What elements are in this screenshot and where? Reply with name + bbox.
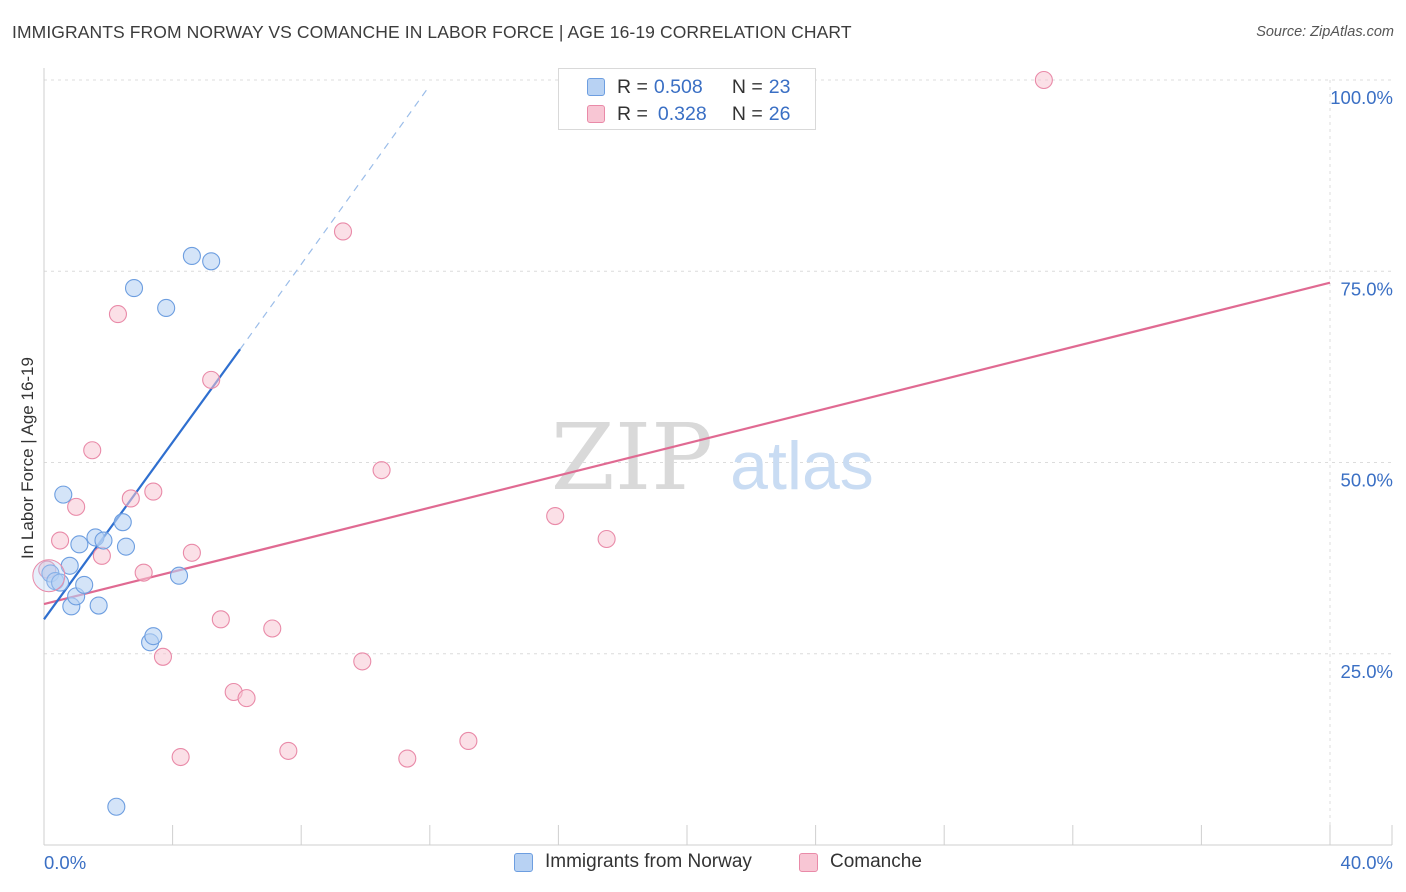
comanche-point (237, 689, 256, 708)
y-tick-label: 25.0% (1341, 661, 1393, 682)
legend-label-norway: Immigrants from Norway (545, 851, 752, 872)
comanche-point (279, 741, 298, 760)
comanche-point (171, 747, 190, 767)
comanche-point (398, 749, 417, 768)
axis-labels: 25.0% 50.0% 75.0% 100.0% 0.0% 40.0% (44, 87, 1393, 873)
norway-point (202, 252, 221, 271)
watermark-atlas: atlas (730, 428, 874, 504)
norway-point (54, 485, 73, 504)
n-label: N = (731, 102, 763, 125)
cluster-point (32, 559, 66, 593)
r-value: 0.328 (657, 102, 707, 125)
norway-trend-line (43, 348, 242, 620)
comanche-point (121, 489, 140, 508)
norway-point (144, 627, 163, 646)
norway-point (94, 531, 113, 550)
norway-point (182, 246, 201, 265)
norway-point (107, 797, 126, 816)
comanche-point (263, 619, 282, 638)
comanche-point (134, 563, 153, 582)
norway-swatch (587, 78, 605, 96)
axes (43, 68, 1393, 846)
grid-lines (44, 79, 1392, 845)
trend-lines (43, 89, 1331, 620)
norway-point (116, 537, 136, 556)
n-value: 26 (768, 102, 791, 125)
n-value: 23 (768, 75, 791, 98)
comanche-point (51, 531, 70, 550)
stats-row-norway: R = 0.508 N = 23 (587, 74, 790, 100)
comanche-point (202, 370, 221, 389)
r-label: R = (617, 102, 648, 125)
comanche-point (83, 441, 102, 460)
y-tick-label: 50.0% (1341, 470, 1393, 491)
comanche-point (144, 482, 163, 501)
comanche-point (67, 497, 86, 516)
n-label: N = (731, 75, 763, 98)
comanche-point (1034, 70, 1053, 90)
comanche-point (153, 647, 173, 666)
comanche-point (372, 461, 391, 480)
comanche-point (597, 529, 616, 549)
comanche-point (546, 506, 565, 526)
comanche-point (353, 652, 372, 671)
y-tick-label: 75.0% (1341, 278, 1393, 299)
stats-legend: R = 0.508 N = 23 R = 0.328 N = 26 (558, 68, 816, 130)
chart-title: IMMIGRANTS FROM NORWAY VS COMANCHE IN LA… (12, 22, 852, 42)
norway-point (113, 513, 132, 532)
r-label: R = (617, 75, 648, 98)
stats-row-comanche: R = 0.328 N = 26 (587, 101, 790, 127)
data-points (32, 70, 1053, 816)
norway-point (89, 596, 108, 615)
norway-trend-extension (239, 89, 428, 350)
x-tick-label-max: 40.0% (1341, 852, 1393, 873)
comanche-point (211, 610, 230, 629)
norway-point (70, 535, 89, 554)
norway-point (75, 575, 94, 594)
legend-item-comanche[interactable]: Comanche (799, 851, 922, 873)
norway-point (124, 279, 144, 298)
norway-legend-swatch (514, 852, 533, 872)
norway-point (169, 566, 189, 585)
x-tick-label-min: 0.0% (44, 852, 86, 873)
comanche-point (182, 543, 201, 562)
comanche-point (92, 546, 111, 565)
source-credit: Source: ZipAtlas.com (1256, 24, 1394, 40)
comanche-point (108, 305, 127, 324)
legend-label-comanche: Comanche (830, 851, 922, 872)
comanche-swatch (587, 105, 605, 123)
series-legend: Immigrants from Norway Comanche (0, 851, 1406, 877)
comanche-trend-line (43, 281, 1331, 606)
legend-item-norway[interactable]: Immigrants from Norway (514, 851, 752, 873)
comanche-legend-swatch (799, 852, 818, 872)
comanche-point (459, 731, 478, 751)
norway-point (157, 298, 176, 318)
watermark: ZIP atlas (551, 404, 874, 511)
comanche-point (333, 222, 353, 241)
r-value: 0.508 (653, 75, 703, 98)
y-axis-label: In Labor Force | Age 16-19 (18, 357, 37, 559)
y-tick-label: 100.0% (1330, 87, 1393, 108)
